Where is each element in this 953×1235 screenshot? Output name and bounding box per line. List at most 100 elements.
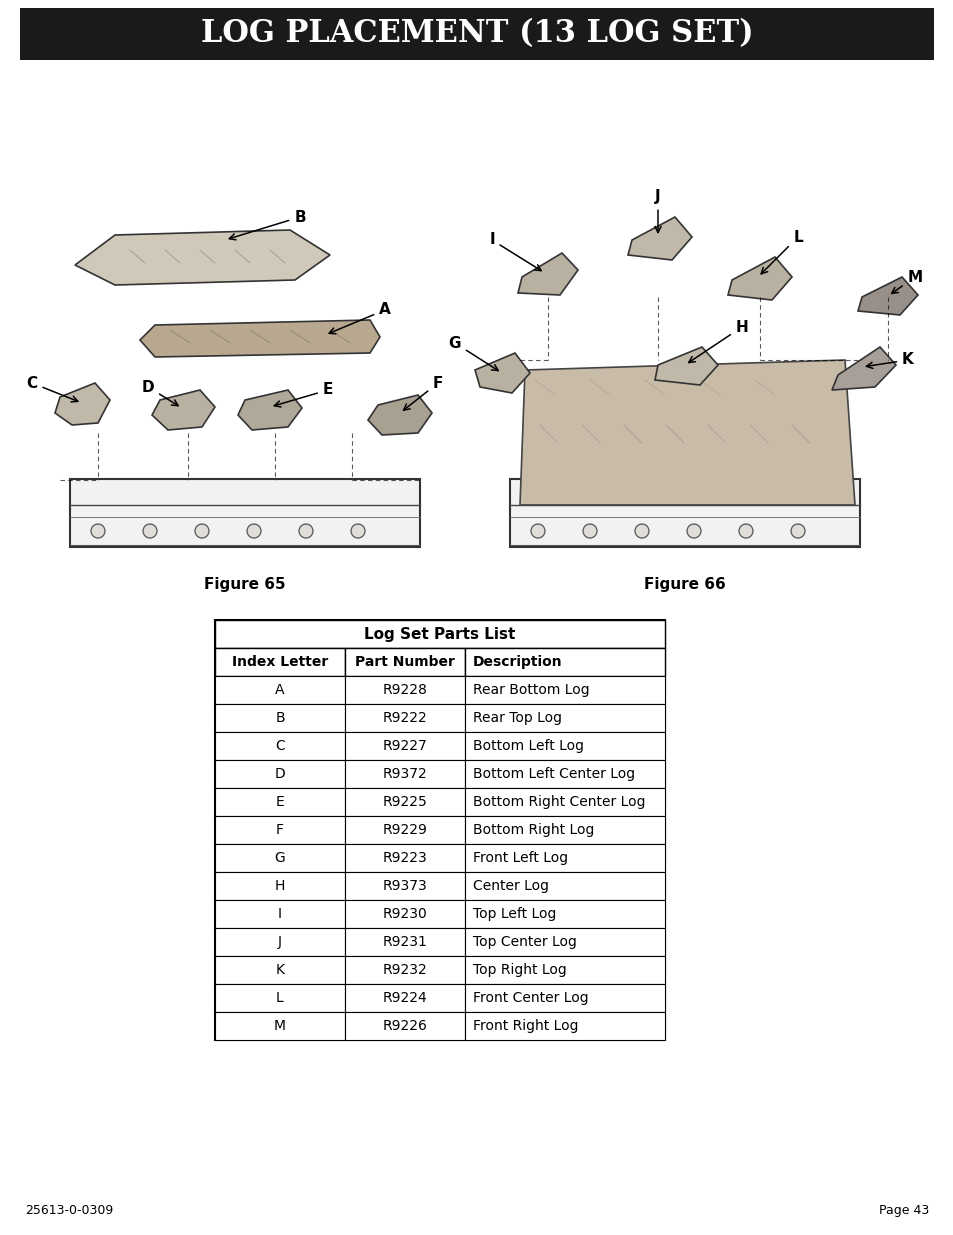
Text: D: D [142, 379, 178, 405]
Text: R9227: R9227 [382, 739, 427, 753]
FancyBboxPatch shape [345, 816, 464, 844]
Text: Front Left Log: Front Left Log [473, 851, 568, 864]
Polygon shape [368, 395, 432, 435]
Text: R9223: R9223 [382, 851, 427, 864]
Text: Bottom Left Log: Bottom Left Log [473, 739, 583, 753]
Text: Figure 65: Figure 65 [204, 577, 286, 592]
FancyBboxPatch shape [214, 900, 345, 927]
Polygon shape [857, 277, 917, 315]
FancyBboxPatch shape [345, 732, 464, 760]
Circle shape [790, 524, 804, 538]
FancyBboxPatch shape [214, 816, 345, 844]
FancyBboxPatch shape [214, 620, 664, 648]
Text: K: K [865, 352, 913, 368]
FancyBboxPatch shape [345, 676, 464, 704]
Text: K: K [275, 963, 284, 977]
Polygon shape [655, 347, 718, 385]
Text: A: A [329, 303, 391, 333]
Text: B: B [274, 711, 285, 725]
Text: Rear Bottom Log: Rear Bottom Log [473, 683, 589, 697]
Text: C: C [274, 739, 285, 753]
FancyBboxPatch shape [464, 760, 664, 788]
Circle shape [91, 524, 105, 538]
Text: M: M [274, 1019, 286, 1032]
FancyBboxPatch shape [464, 816, 664, 844]
FancyBboxPatch shape [214, 732, 345, 760]
Text: Part Number: Part Number [355, 655, 455, 669]
Text: G: G [448, 336, 497, 370]
Text: B: B [229, 210, 306, 240]
Text: R9222: R9222 [382, 711, 427, 725]
Polygon shape [75, 230, 330, 285]
FancyBboxPatch shape [345, 1011, 464, 1040]
Polygon shape [831, 347, 895, 390]
Text: LOG PLACEMENT (13 LOG SET): LOG PLACEMENT (13 LOG SET) [200, 19, 753, 49]
Text: C: C [27, 375, 78, 401]
Text: E: E [275, 795, 284, 809]
FancyBboxPatch shape [345, 844, 464, 872]
Text: A: A [275, 683, 284, 697]
Text: H: H [274, 879, 285, 893]
Circle shape [635, 524, 648, 538]
Text: Bottom Right Log: Bottom Right Log [473, 823, 594, 837]
Polygon shape [140, 320, 379, 357]
Polygon shape [519, 359, 854, 505]
FancyBboxPatch shape [464, 788, 664, 816]
Text: Index Letter: Index Letter [232, 655, 328, 669]
Polygon shape [517, 253, 578, 295]
Text: I: I [277, 906, 282, 921]
Text: D: D [274, 767, 285, 781]
Text: 25613-0-0309: 25613-0-0309 [25, 1204, 113, 1216]
FancyBboxPatch shape [464, 1011, 664, 1040]
Circle shape [194, 524, 209, 538]
FancyBboxPatch shape [214, 956, 345, 984]
Circle shape [298, 524, 313, 538]
FancyBboxPatch shape [464, 648, 664, 676]
FancyBboxPatch shape [464, 732, 664, 760]
Text: Bottom Left Center Log: Bottom Left Center Log [473, 767, 635, 781]
FancyBboxPatch shape [214, 1011, 345, 1040]
FancyBboxPatch shape [345, 760, 464, 788]
Circle shape [143, 524, 157, 538]
Text: R9231: R9231 [382, 935, 427, 948]
FancyBboxPatch shape [345, 648, 464, 676]
Circle shape [686, 524, 700, 538]
FancyBboxPatch shape [464, 984, 664, 1011]
Text: Top Left Log: Top Left Log [473, 906, 556, 921]
Text: J: J [655, 189, 660, 232]
Text: Description: Description [473, 655, 562, 669]
FancyBboxPatch shape [214, 872, 345, 900]
FancyBboxPatch shape [345, 956, 464, 984]
FancyBboxPatch shape [214, 760, 345, 788]
Text: I: I [489, 232, 540, 270]
Text: R9232: R9232 [382, 963, 427, 977]
Text: Figure 66: Figure 66 [643, 577, 725, 592]
Text: H: H [688, 320, 747, 363]
Circle shape [582, 524, 597, 538]
FancyBboxPatch shape [464, 704, 664, 732]
FancyBboxPatch shape [464, 844, 664, 872]
Text: R9373: R9373 [382, 879, 427, 893]
FancyBboxPatch shape [214, 676, 345, 704]
Circle shape [739, 524, 752, 538]
Text: M: M [891, 269, 922, 294]
FancyBboxPatch shape [464, 872, 664, 900]
Circle shape [351, 524, 365, 538]
FancyBboxPatch shape [464, 927, 664, 956]
Text: R9372: R9372 [382, 767, 427, 781]
Text: Top Right Log: Top Right Log [473, 963, 566, 977]
Text: Top Center Log: Top Center Log [473, 935, 577, 948]
Polygon shape [152, 390, 214, 430]
Text: Page 43: Page 43 [878, 1204, 928, 1216]
Text: F: F [275, 823, 284, 837]
Text: R9230: R9230 [382, 906, 427, 921]
Text: E: E [274, 383, 333, 408]
Text: Bottom Right Center Log: Bottom Right Center Log [473, 795, 645, 809]
Text: Front Right Log: Front Right Log [473, 1019, 578, 1032]
FancyBboxPatch shape [214, 844, 345, 872]
FancyBboxPatch shape [214, 704, 345, 732]
Circle shape [247, 524, 261, 538]
FancyBboxPatch shape [20, 7, 933, 61]
Text: L: L [760, 230, 802, 274]
Text: F: F [403, 375, 443, 410]
